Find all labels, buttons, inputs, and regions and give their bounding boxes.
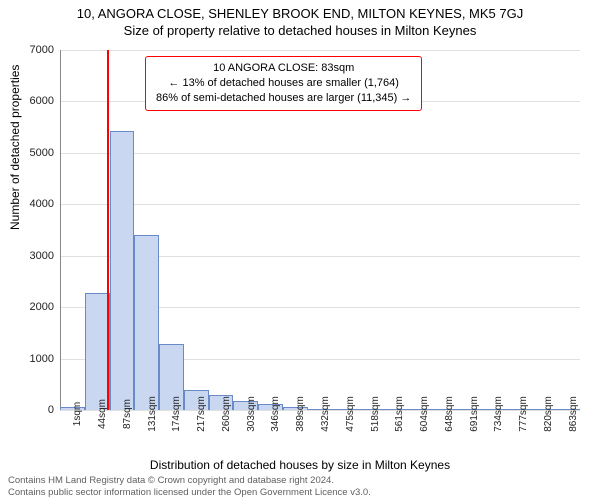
footer-line-2: Contains public sector information licen… [8,487,371,498]
chart-plot-area: 10 ANGORA CLOSE: 83sqm ← 13% of detached… [60,50,580,410]
xtick-label: 863sqm [568,396,579,432]
xtick-label: 131sqm [147,396,158,432]
gridline [60,50,580,51]
ytick-label: 1000 [30,353,54,365]
gridline [60,204,580,205]
y-axis-label: Number of detached properties [8,65,22,230]
xtick-label: 475sqm [345,396,356,432]
xtick-label: 648sqm [444,396,455,432]
histogram-bar [134,235,159,410]
xtick-label: 260sqm [221,396,232,432]
xtick-label: 734sqm [493,396,504,432]
y-axis-line [60,50,61,410]
xtick-label: 820sqm [543,396,554,432]
xtick-label: 346sqm [270,396,281,432]
histogram-bar [110,131,135,410]
histogram-bar [85,293,110,410]
ytick-label: 4000 [30,198,54,210]
footer-attribution: Contains HM Land Registry data © Crown c… [8,475,371,498]
ytick-label: 3000 [30,250,54,262]
xtick-label: 604sqm [419,396,430,432]
xtick-label: 174sqm [171,396,182,432]
chart-title-main: 10, ANGORA CLOSE, SHENLEY BROOK END, MIL… [0,0,600,21]
footer-line-1: Contains HM Land Registry data © Crown c… [8,475,371,486]
xtick-label: 777sqm [518,396,529,432]
ytick-label: 6000 [30,95,54,107]
xtick-label: 303sqm [246,396,257,432]
annotation-box: 10 ANGORA CLOSE: 83sqm ← 13% of detached… [145,56,422,111]
xtick-label: 691sqm [469,396,480,432]
annotation-line-2: ← 13% of detached houses are smaller (1,… [156,76,411,91]
xtick-label: 1sqm [72,402,83,426]
ytick-label: 2000 [30,301,54,313]
xtick-label: 518sqm [370,396,381,432]
ytick-label: 7000 [30,44,54,56]
property-marker-line [107,50,109,410]
xtick-label: 217sqm [196,396,207,432]
x-axis-label: Distribution of detached houses by size … [0,458,600,472]
xtick-label: 561sqm [394,396,405,432]
ytick-label: 0 [48,404,54,416]
annotation-line-3: 86% of semi-detached houses are larger (… [156,91,411,106]
gridline [60,153,580,154]
ytick-label: 5000 [30,147,54,159]
xtick-label: 432sqm [320,396,331,432]
xtick-label: 389sqm [295,396,306,432]
chart-title-sub: Size of property relative to detached ho… [0,21,600,38]
annotation-line-1: 10 ANGORA CLOSE: 83sqm [156,61,411,76]
xtick-label: 87sqm [122,399,133,429]
